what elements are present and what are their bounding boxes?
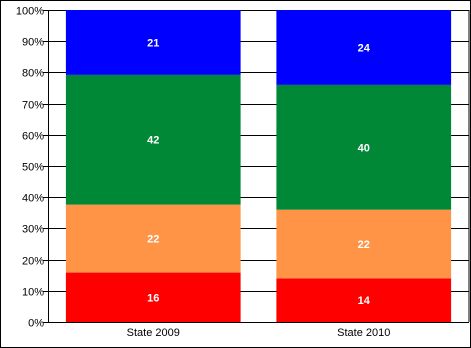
y-tick-label: 40%	[22, 193, 44, 205]
data-label: 21	[147, 37, 159, 49]
data-label: 24	[358, 42, 371, 54]
bar-segment	[276, 84, 452, 210]
bars	[65, 10, 452, 322]
bar-segment	[276, 10, 452, 85]
data-label: 22	[358, 239, 370, 251]
x-tick-label: State 2009	[127, 327, 180, 339]
y-tick-label: 60%	[22, 131, 44, 143]
data-label: 14	[358, 295, 371, 307]
y-tick-label: 70%	[22, 100, 44, 112]
y-tick-label: 10%	[22, 287, 44, 299]
bar-segment	[65, 272, 241, 322]
data-label: 42	[147, 135, 159, 147]
data-label: 22	[147, 234, 159, 246]
data-label: 40	[358, 142, 370, 154]
y-tick-label: 50%	[22, 162, 44, 174]
bar-segment	[276, 209, 452, 279]
bar-segment	[65, 10, 241, 75]
y-tick-label: 100%	[16, 6, 44, 18]
labels: 0% 10% 20% 30% 40% 50% 60% 70% 80% 90% 100% 16 22 42 2…	[16, 6, 391, 340]
data-label: 16	[147, 292, 159, 304]
y-tick-label: 30%	[22, 224, 44, 236]
y-tick-label: 80%	[22, 68, 44, 80]
bar-segment	[276, 278, 452, 322]
y-tick-label: 0%	[28, 318, 44, 330]
x-tick-label: State 2010	[337, 327, 390, 339]
bar-segment	[65, 74, 241, 205]
y-tick-label: 20%	[22, 256, 44, 268]
bar-segment	[65, 204, 241, 273]
y-tick-label: 90%	[22, 37, 44, 49]
